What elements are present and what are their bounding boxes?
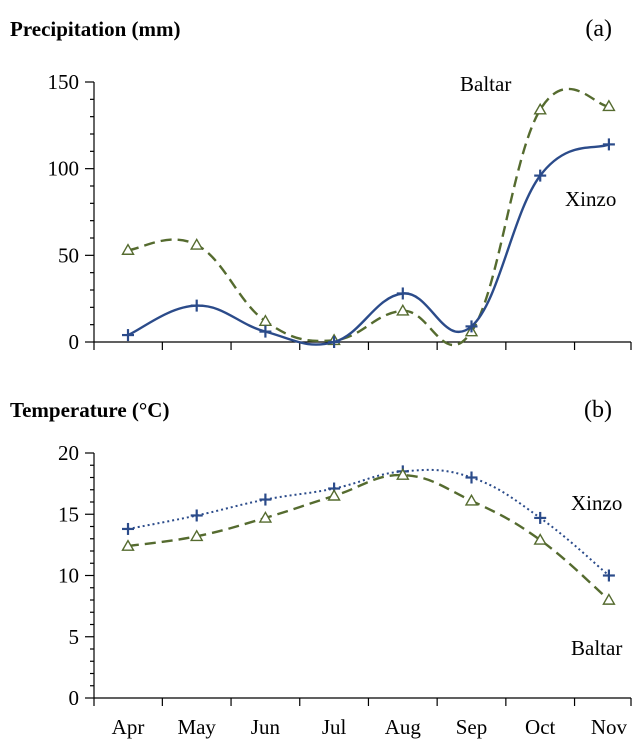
triangle-marker (189, 529, 204, 542)
plus-marker (122, 329, 134, 342)
x-tick-label: Nov (591, 715, 628, 739)
x-tick-label: Oct (525, 715, 555, 739)
temperature-panel: Temperature (°C) (b) 0 5 10 15 20 Apr May Jun Ju… (10, 397, 632, 739)
plus-marker (259, 325, 272, 338)
baltar-temp-label: Baltar (571, 636, 622, 660)
y-tick-label: 50 (58, 243, 79, 267)
plus-marker (602, 138, 615, 151)
plus-marker (534, 169, 547, 182)
temperature-series (121, 465, 616, 605)
triangle-marker (396, 468, 410, 480)
triangle-marker (533, 102, 547, 115)
triangle-marker (602, 593, 616, 605)
x-tick-label: Aug (385, 715, 422, 739)
x-tick-label: Jul (322, 715, 347, 739)
y-tick-label: 20 (58, 441, 79, 465)
triangle-marker (327, 488, 341, 501)
triangle-marker (602, 99, 616, 112)
xinzo-precip-label: Xinzo (565, 187, 616, 211)
series-line (127, 468, 610, 577)
triangle-marker (533, 533, 547, 545)
y-tick-label: 100 (48, 157, 80, 181)
triangle-marker (189, 238, 204, 250)
y-tick-label: 5 (69, 625, 80, 649)
temperature-axes: 0 5 10 15 20 Apr May Jun Jul Aug Sep Oct Nov (58, 441, 632, 739)
x-tick-label: Apr (112, 715, 145, 739)
triangle-marker (258, 511, 273, 523)
plus-marker (602, 569, 615, 582)
triangle-marker (258, 314, 273, 327)
triangle-marker (464, 493, 479, 506)
plus-marker (396, 287, 409, 300)
series-line (127, 473, 610, 601)
plus-marker (465, 320, 478, 333)
precipitation-title: Precipitation (mm) (10, 17, 180, 41)
plus-marker (465, 471, 478, 484)
plus-marker (190, 299, 203, 312)
plus-marker (259, 493, 272, 506)
y-tick-label: 0 (69, 686, 80, 710)
plus-marker (534, 511, 547, 524)
y-tick-label: 10 (58, 564, 79, 588)
x-tick-label: May (177, 715, 216, 739)
plus-marker (328, 336, 341, 348)
panel-b-tag: (b) (584, 397, 612, 423)
x-tick-label: Jun (251, 715, 281, 739)
triangle-marker (396, 303, 410, 316)
y-tick-label: 15 (58, 502, 79, 526)
temperature-title: Temperature (°C) (10, 398, 169, 422)
plus-marker (190, 509, 203, 522)
y-tick-label: 0 (69, 330, 80, 354)
panel-a-tag: (a) (585, 16, 612, 42)
precipitation-axes: 0 50 100 150 (48, 70, 632, 354)
triangle-marker (121, 243, 135, 255)
xinzo-temp-label: Xinzo (571, 491, 622, 515)
x-tick-label: Sep (456, 715, 488, 739)
triangle-marker (121, 539, 135, 551)
precipitation-series (121, 87, 616, 348)
y-tick-label: 150 (48, 70, 80, 94)
baltar-precip-label: Baltar (460, 72, 511, 96)
plus-marker (122, 522, 134, 535)
